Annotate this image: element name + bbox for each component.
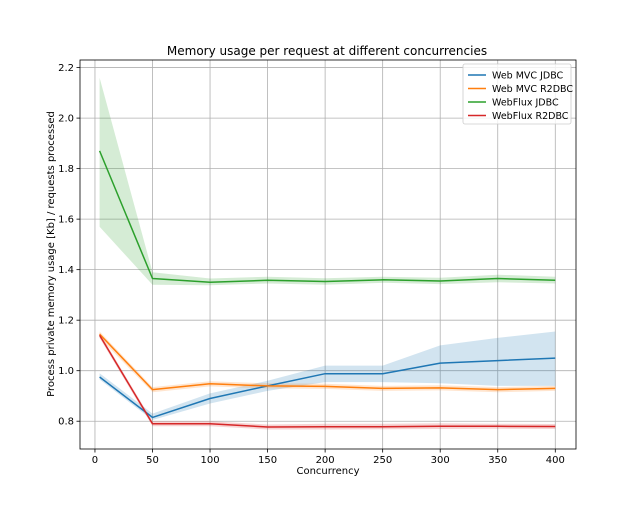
y-tick-label: 1.8 [58, 164, 74, 175]
x-tick-label: 350 [488, 455, 507, 466]
axes-frame [79, 59, 577, 450]
webflux-jdbc-line [98, 150, 556, 284]
web-mvc-r2dbc-line [99, 333, 556, 391]
x-tick-label: 200 [316, 455, 335, 466]
grid-layer [80, 60, 576, 449]
y-tick-label: 1.4 [58, 265, 74, 276]
webflux-r2dbc-line [98, 334, 556, 428]
chart-title: Memory usage per request at different co… [167, 44, 487, 58]
web-mvc-jdbc-legend-label: Web MVC JDBC [492, 71, 564, 82]
legend-box [462, 63, 572, 125]
webflux-jdbc-band [99, 77, 556, 286]
axis-ticks: 0 50 100 150 200 250 300 350 400 0.8 1.0 1.2 1.4 1.6 1… [58, 63, 565, 466]
webflux-jdbc-legend-label: WebFlux JDBC [492, 98, 559, 109]
legend: Web MVC JDBC Web MVC R2DBC WebFlux JDBC Web… [462, 63, 573, 125]
x-tick-label: 400 [546, 455, 565, 466]
x-tick-label: 0 [92, 455, 98, 466]
y-tick-label: 1.0 [58, 366, 74, 377]
x-tick-label: 100 [200, 455, 219, 466]
y-tick-label: 0.8 [58, 417, 74, 428]
x-tick-label: 50 [146, 455, 159, 466]
x-tick-label: 300 [431, 455, 450, 466]
y-tick-label: 2.0 [58, 114, 74, 125]
web-mvc-r2dbc-legend-label: Web MVC R2DBC [492, 84, 573, 95]
web-mvc-jdbc-line [99, 357, 556, 419]
x-tick-label: 250 [373, 455, 392, 466]
x-axis-label: Concurrency [296, 466, 359, 477]
webflux-r2dbc-legend-label: WebFlux R2DBC [492, 111, 569, 122]
series-lines [98, 150, 556, 428]
y-tick-label: 1.2 [58, 316, 74, 327]
x-tick-label: 150 [258, 455, 277, 466]
y-axis-label: Process private memory usage [Kb] / requ… [46, 111, 57, 397]
y-tick-label: 2.2 [58, 63, 74, 74]
y-tick-label: 1.6 [58, 215, 74, 226]
